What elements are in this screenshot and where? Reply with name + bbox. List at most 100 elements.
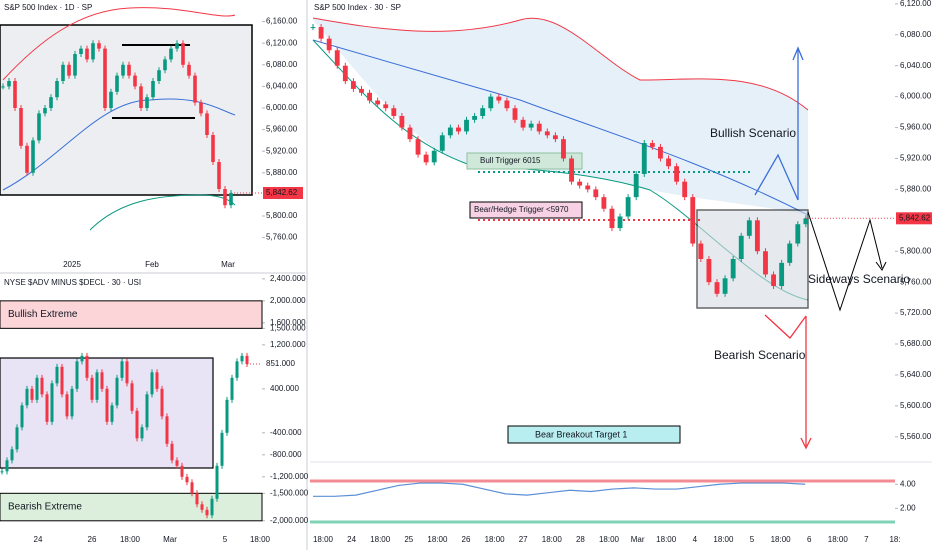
candle [49, 97, 53, 108]
band-mid [312, 39, 809, 216]
trigger-box [469, 201, 583, 219]
x-tick-label: 18:00 [771, 535, 792, 544]
candle [130, 383, 134, 411]
candle [165, 416, 169, 444]
candle [60, 366, 64, 395]
candle [722, 278, 728, 294]
candle [185, 476, 189, 483]
candle [310, 27, 316, 29]
arrow-head [875, 261, 887, 271]
candle [155, 372, 159, 389]
candle [61, 64, 65, 81]
y-tick-label: 2,400.000 [270, 274, 306, 283]
candle [25, 388, 29, 406]
candle [120, 361, 124, 378]
candle [140, 427, 144, 439]
range-box [0, 24, 253, 196]
candle [31, 140, 35, 173]
candle [115, 377, 119, 406]
price-tag [896, 212, 932, 225]
panel-title: S&P 500 Index · 30 · SP [314, 3, 401, 12]
y-tick-label: 5,800.00 [900, 246, 932, 255]
y-tick-label: 5,960.00 [900, 123, 932, 132]
candle [200, 504, 204, 510]
x-tick-label: 24 [34, 535, 43, 544]
candle [103, 48, 107, 108]
x-tick-label: 18:00 [828, 535, 849, 544]
candle [95, 372, 99, 400]
y-tick-label: 1,200.000 [270, 340, 306, 349]
candle [223, 189, 227, 206]
candle [472, 115, 478, 120]
candle [690, 197, 696, 244]
y-tick-label: -800.000 [270, 450, 302, 459]
candle [803, 218, 809, 225]
y-tick-label: 1,600.000 [270, 318, 306, 327]
candle [439, 135, 445, 151]
candle [235, 361, 239, 378]
candle [80, 355, 84, 362]
candle [45, 394, 49, 422]
price-tag-label: 5,842.62 [899, 213, 931, 222]
candle [658, 146, 663, 159]
band-upper [312, 17, 809, 111]
candle [79, 48, 83, 54]
x-tick-label: 18:00 [713, 535, 734, 544]
candle [746, 220, 752, 236]
candle [145, 97, 149, 108]
candle [326, 38, 332, 51]
panel-title: NYSE $ADV MINUS $DECL · 30 · USI [4, 278, 141, 287]
candle [7, 81, 11, 87]
candle [40, 377, 44, 395]
price-tag-label: 851.000 [266, 359, 295, 368]
x-tick-label: 24 [347, 535, 356, 544]
candle [601, 197, 607, 209]
candle [115, 75, 119, 92]
x-tick-label: 18: [889, 535, 900, 544]
candle [763, 251, 768, 275]
candle [225, 399, 229, 433]
candle [199, 102, 203, 114]
annotation: Bullish Scenario [710, 126, 796, 140]
candle [25, 145, 29, 173]
candle [318, 27, 324, 39]
candle [211, 135, 215, 162]
y-tick-label: -2,000.000 [270, 516, 309, 525]
candle [139, 86, 143, 108]
band-upper [2, 7, 236, 81]
price-tag-label: 5,842.62 [266, 188, 298, 197]
candle [383, 104, 389, 109]
candle [682, 181, 688, 198]
x-tick-label: 25 [404, 535, 413, 544]
y-tick-label: 5,720.00 [900, 308, 932, 317]
y-tick-label: 2.00 [900, 503, 916, 512]
candle [217, 162, 221, 189]
candle [73, 54, 77, 76]
x-tick-label: 28 [576, 535, 585, 544]
candle [19, 108, 23, 146]
candle [135, 410, 139, 439]
candle [180, 465, 184, 477]
y-tick-label: 5,880.00 [266, 168, 298, 177]
band [313, 18, 808, 215]
candle [175, 43, 179, 49]
annotation: Bear Breakout Target 1 [535, 429, 627, 439]
zone-label: Bearish Extreme [8, 502, 82, 513]
candle [714, 282, 720, 294]
candle [754, 220, 760, 252]
candle [771, 274, 776, 287]
zone-label: Bullish Extreme [8, 309, 78, 320]
candle [190, 482, 194, 494]
candle [577, 181, 583, 186]
candle [342, 65, 348, 82]
candle [649, 143, 655, 147]
candle [150, 372, 154, 395]
candle [698, 243, 704, 259]
candle [35, 377, 39, 400]
candle [151, 81, 155, 98]
candle [240, 355, 244, 362]
candle [181, 43, 185, 65]
candle [43, 108, 47, 114]
candle [100, 372, 104, 389]
y-tick-label: 6,080.00 [266, 60, 298, 69]
